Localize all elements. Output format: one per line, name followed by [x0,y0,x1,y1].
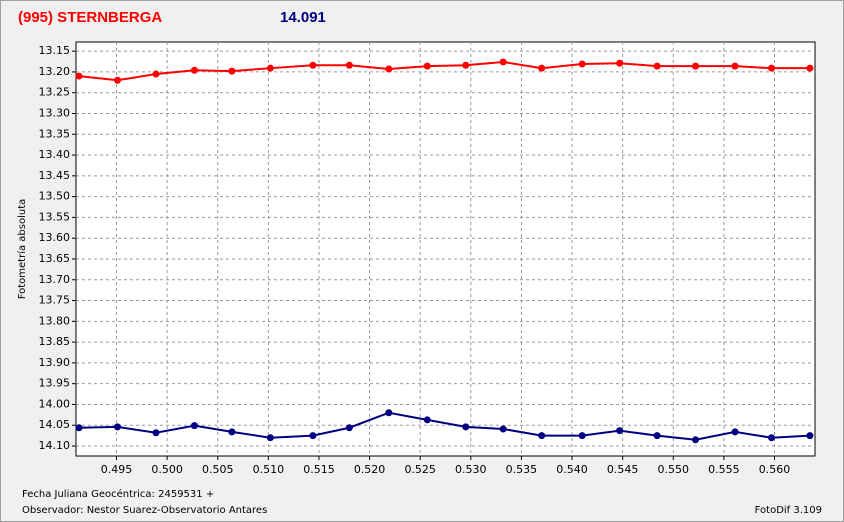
data-point [266,64,274,72]
series-line [78,60,810,82]
x-tick-label: 0.545 [607,463,639,476]
data-point [538,64,546,72]
y-tick-label: 13.20 [39,65,71,78]
y-tick-label: 13.25 [39,86,71,99]
y-tick-label: 13.75 [39,294,71,307]
x-tick-label: 0.510 [253,463,285,476]
data-point [423,416,431,424]
x-tick-label: 0.525 [404,463,436,476]
x-tick-label: 0.530 [455,463,487,476]
data-point [616,427,624,435]
data-point [462,61,470,69]
x-tick-label: 0.500 [151,463,183,476]
data-point [692,436,700,444]
data-point [578,60,586,68]
data-point [114,423,122,431]
y-tick-label: 13.65 [39,252,71,265]
y-tick-label: 14.05 [39,418,71,431]
x-tick-label: 0.505 [202,463,234,476]
y-tick-label: 13.15 [39,44,71,57]
y-tick-label: 13.45 [39,169,71,182]
data-point [731,428,739,436]
x-tick-label: 0.550 [658,463,690,476]
y-tick-label: 13.70 [39,273,71,286]
y-tick-label: 14.00 [39,397,71,410]
y-tick-label: 13.50 [39,190,71,203]
data-point [345,424,353,432]
x-tick-label: 0.540 [556,463,588,476]
data-point [423,62,431,70]
y-tick-label: 13.55 [39,210,71,223]
x-tick-label: 0.560 [759,463,791,476]
data-point [152,70,160,78]
x-tick-label: 0.555 [708,463,740,476]
x-tick-label: 0.495 [101,463,133,476]
footer-text: Fecha Juliana Geocéntrica: 2459531 + [22,488,214,500]
data-point [806,432,814,440]
data-point [114,76,122,84]
y-tick-label: 13.85 [39,335,71,348]
y-tick-label: 13.30 [39,106,71,119]
data-point [228,67,236,75]
y-tick-label: 13.40 [39,148,71,161]
data-point [309,61,317,69]
data-point [385,409,393,417]
chart-title: (995) STERNBERGA [18,9,162,26]
y-axis-label: Fotometría absoluta [16,199,28,300]
series-line [79,411,810,441]
data-point [538,432,546,440]
y-tick-label: 13.90 [39,356,71,369]
data-point [266,434,274,442]
y-tick-label: 13.95 [39,377,71,390]
x-tick-label: 0.520 [354,463,386,476]
data-point [228,428,236,436]
data-point [309,432,317,440]
y-tick-label: 13.60 [39,231,71,244]
data-point [616,59,624,67]
data-point [806,64,814,72]
data-point [152,429,160,437]
footer-text: FotoDif 3.109 [755,505,822,516]
y-tick-label: 13.35 [39,127,71,140]
data-point [462,423,470,431]
x-tick-label: 0.515 [303,463,335,476]
chart-subtitle: 14.091 [280,9,326,26]
y-tick-label: 13.80 [39,314,71,327]
data-point [499,425,507,433]
data-point [767,64,775,72]
data-point [653,62,661,70]
data-point [767,434,775,442]
data-point [190,422,198,430]
data-point [692,62,700,70]
footer-text: Observador: Nestor Suarez-Observatorio A… [22,505,267,516]
data-point [731,62,739,70]
data-point [75,72,83,80]
data-point [190,66,198,74]
data-point [345,61,353,69]
data-point [385,65,393,73]
x-tick-label: 0.535 [506,463,538,476]
data-point [499,58,507,66]
y-tick-label: 14.10 [39,439,71,452]
plot-area [75,41,816,457]
data-point [75,424,83,432]
data-point [653,432,661,440]
data-point [578,432,586,440]
